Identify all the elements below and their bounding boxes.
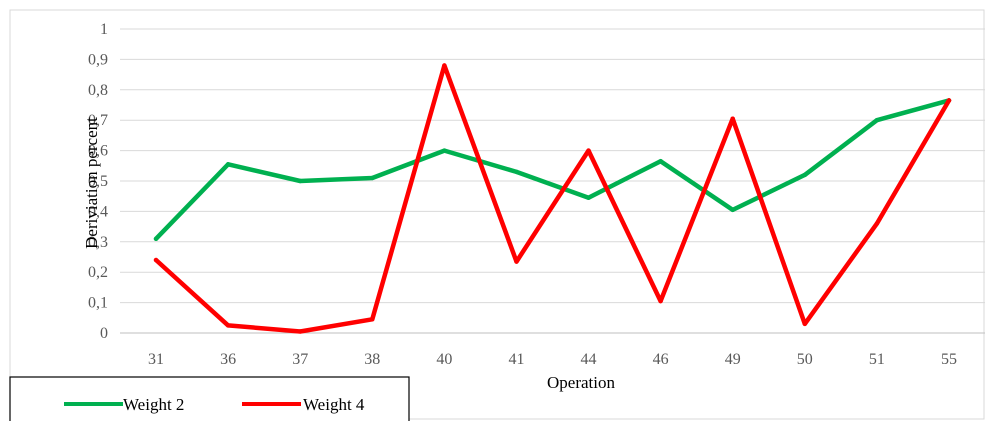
y-tick-label: 0,1 <box>88 295 108 312</box>
x-tick-label: 38 <box>364 351 380 368</box>
data-point-weight-2 <box>442 148 447 153</box>
data-point-weight-4 <box>946 98 952 103</box>
x-tick-label: 55 <box>941 351 957 368</box>
y-tick-label: 0,4 <box>88 203 108 220</box>
x-tick-label: 36 <box>220 351 236 368</box>
x-tick-label: 46 <box>653 351 669 368</box>
data-point-weight-2 <box>802 172 807 178</box>
data-point-weight-2 <box>586 195 591 200</box>
series-line-weight-2 <box>153 98 952 242</box>
series-line-weight-4 <box>153 63 952 334</box>
data-point-weight-4 <box>442 63 447 68</box>
data-point-weight-4 <box>658 298 663 304</box>
x-tick-label: 40 <box>436 351 452 368</box>
x-tick-label: 49 <box>725 351 741 368</box>
data-point-weight-4 <box>370 317 375 322</box>
y-tick-label: 0,5 <box>88 173 108 190</box>
data-point-weight-4 <box>225 323 231 328</box>
data-point-weight-2 <box>730 207 735 213</box>
data-point-weight-4 <box>802 321 807 327</box>
x-tick-label: 41 <box>508 351 524 368</box>
x-axis-ticks: 31 36 37 38 40 41 44 46 49 50 51 55 <box>148 351 957 368</box>
data-point-weight-2 <box>658 159 663 164</box>
data-point-weight-4 <box>874 221 880 226</box>
data-point-weight-2 <box>514 169 519 175</box>
x-axis-title: Operation <box>547 373 615 392</box>
legend-label-weight-4: Weight 4 <box>303 395 365 414</box>
data-point-weight-2 <box>370 175 375 181</box>
data-point-weight-2 <box>153 236 159 241</box>
data-point-weight-2 <box>874 118 880 123</box>
legend-box <box>9 376 410 424</box>
x-tick-label: 37 <box>292 351 308 368</box>
data-point-weight-4 <box>298 329 303 334</box>
data-point-weight-2 <box>225 162 231 167</box>
y-axis-title: Deriviation percent <box>82 117 101 249</box>
y-tick-label: 0,3 <box>88 234 108 251</box>
data-point-weight-2 <box>298 178 303 184</box>
data-point-weight-4 <box>514 259 519 264</box>
x-tick-label: 44 <box>581 351 597 368</box>
data-point-weight-4 <box>153 257 159 263</box>
legend: Weight 2 Weight 4 <box>9 376 410 424</box>
y-tick-label: 0,2 <box>88 264 108 281</box>
x-tick-label: 50 <box>797 351 813 368</box>
gridlines <box>120 28 985 334</box>
data-point-weight-4 <box>586 148 591 153</box>
data-point-weight-4 <box>730 116 735 121</box>
legend-label-weight-2: Weight 2 <box>123 395 184 414</box>
x-tick-label: 51 <box>869 351 885 368</box>
series-lines <box>153 63 952 334</box>
x-tick-label: 31 <box>148 351 164 368</box>
y-axis-ticks: 0 0,1 0,2 0,3 0,4 0,5 0,6 0,7 0,8 0,9 1 <box>88 21 108 342</box>
y-tick-label: 0,6 <box>88 143 108 160</box>
y-tick-label: 0 <box>100 325 108 342</box>
y-tick-label: 1 <box>100 21 108 38</box>
y-tick-label: 0,9 <box>88 51 108 68</box>
y-tick-label: 0,8 <box>88 82 108 99</box>
y-tick-label: 0,7 <box>88 112 108 129</box>
